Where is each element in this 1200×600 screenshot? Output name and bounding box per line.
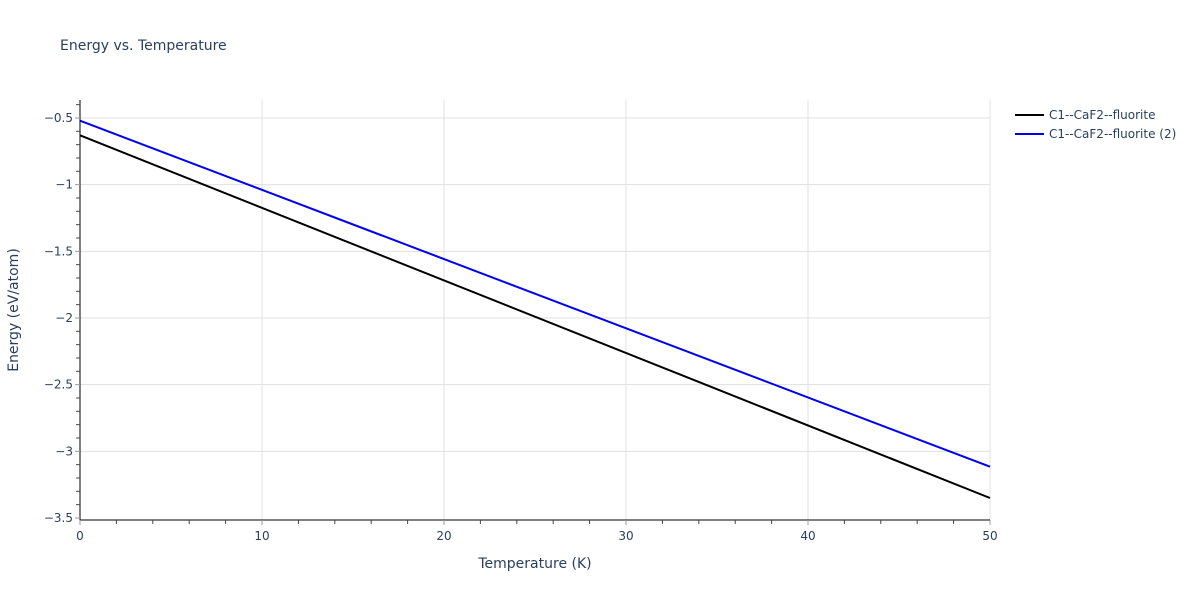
x-tick-label: 0 [76, 529, 84, 543]
legend-label: C1--CaF2--fluorite [1049, 108, 1155, 122]
plot-lines [79, 119, 991, 499]
x-tick-label: 10 [254, 529, 269, 543]
legend-label: C1--CaF2--fluorite (2) [1049, 127, 1176, 141]
series-line [79, 119, 991, 468]
y-tick-label: −3 [55, 444, 73, 458]
y-tick-label: −2 [55, 311, 73, 325]
y-axis-title: Energy (eV/atom) [6, 248, 22, 372]
legend-item[interactable]: C1--CaF2--fluorite (2) [1015, 127, 1176, 141]
axes: 0 10 20 30 40 50 −0.5 −1 −1.5 −2 −2.5 −3 −3.5 [44, 100, 998, 543]
y-tick-label: −3.5 [44, 511, 73, 525]
y-tick-label: −1 [55, 178, 73, 192]
y-tick-label: −2.5 [44, 378, 73, 392]
grid-lines [80, 100, 991, 520]
x-tick-label: 20 [436, 529, 451, 543]
x-tick-label: 40 [800, 529, 815, 543]
chart-title: Energy vs. Temperature [60, 38, 227, 54]
y-tick-label: −0.5 [44, 111, 73, 125]
y-tick-label: −1.5 [44, 244, 73, 258]
legend-item[interactable]: C1--CaF2--fluorite [1015, 108, 1155, 122]
series-line [79, 134, 991, 499]
legend[interactable]: C1--CaF2--fluorite C1--CaF2--fluorite (2) [1015, 108, 1176, 141]
x-tick-label: 50 [982, 529, 997, 543]
x-axis-title: Temperature (K) [477, 556, 591, 572]
x-tick-label: 30 [618, 529, 633, 543]
